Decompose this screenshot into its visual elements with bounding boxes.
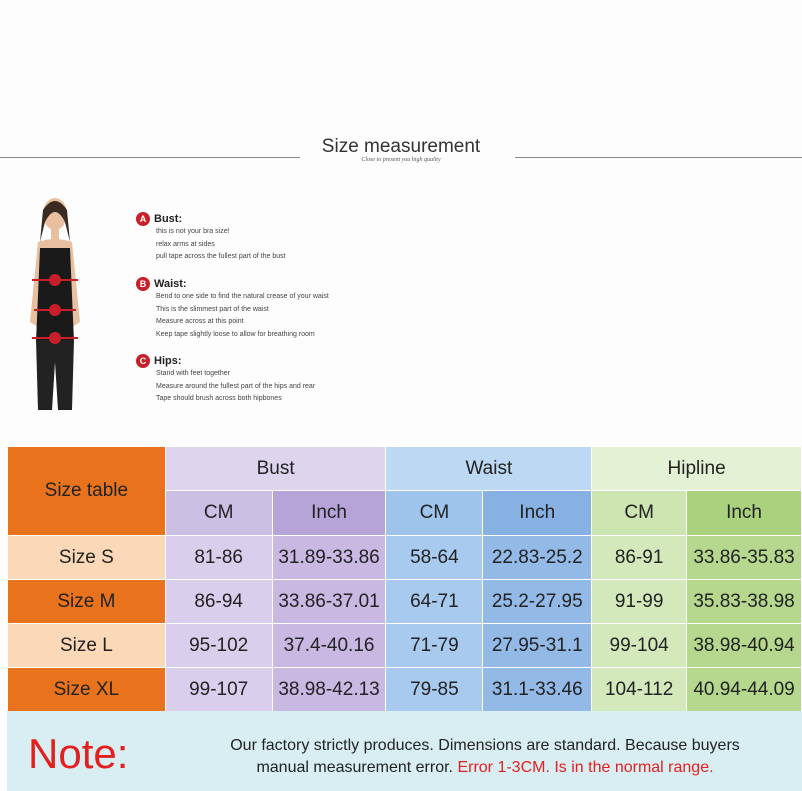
table-cell: 99-107 xyxy=(164,667,273,712)
table-row: Size XL 99-107 38.98-42.13 79-85 31.1-33.46 1… xyxy=(7,667,802,712)
page-subtitle: Close to present you high quality xyxy=(361,157,441,163)
guide-line: pull tape across the fullest part of the… xyxy=(156,253,286,260)
divider-right xyxy=(515,157,802,158)
unit-header: CM xyxy=(591,490,688,536)
table-cell: 91-99 xyxy=(591,579,688,624)
table-row: Size L 95-102 37.4-40.16 71-79 27.95-31.1 99-… xyxy=(7,623,802,668)
table-cell: 31.89-33.86 xyxy=(271,535,387,580)
table-cell: 81-86 xyxy=(164,535,273,580)
table-cell: 40.94-44.09 xyxy=(686,667,802,712)
table-cell: 33.86-37.01 xyxy=(271,579,387,624)
guide-line: Stand with feet together xyxy=(156,370,230,377)
table-cell: 99-104 xyxy=(591,623,688,668)
table-cell: 25.2-27.95 xyxy=(482,579,593,624)
size-table: Size table Bust Waist Hipline CM Inch CM… xyxy=(7,446,802,712)
table-cell: 27.95-31.1 xyxy=(482,623,593,668)
guide-title: Bust: xyxy=(154,213,183,225)
guide-line: This is the slimmest part of the waist xyxy=(156,305,269,313)
note-text: Our factory strictly produces. Dimension… xyxy=(170,735,800,779)
note-panel xyxy=(7,711,802,791)
size-label: Size L xyxy=(7,623,166,668)
guide-line: Keep tape slightly loose to allow for br… xyxy=(156,330,315,338)
guide-line: Tape should brush across both hipbones xyxy=(156,395,282,402)
guide-line: Measure around the fullest part of the h… xyxy=(156,382,316,390)
size-label: Size M xyxy=(7,579,166,624)
note-label: Note: xyxy=(28,730,129,777)
unit-header: Inch xyxy=(271,490,387,536)
guide-title: Waist: xyxy=(154,278,187,290)
badge-b-icon: B xyxy=(136,277,150,291)
model-figure-image xyxy=(30,198,80,410)
unit-header: Inch xyxy=(686,490,802,536)
table-cell: 86-91 xyxy=(591,535,688,580)
unit-header: Inch xyxy=(482,490,593,536)
group-header-hipline: Hipline xyxy=(591,446,802,491)
guide-line: Measure across at this point xyxy=(156,318,244,325)
page-title: Size measurement xyxy=(321,136,481,157)
unit-header: CM xyxy=(385,490,484,536)
guide-line: this is not your bra size! xyxy=(156,228,230,235)
table-cell: 31.1-33.46 xyxy=(482,667,593,712)
size-label: Size XL xyxy=(7,667,166,712)
size-table-corner: Size table xyxy=(7,446,166,536)
guide-bust: A Bust: this is not your bra size! relax a… xyxy=(136,212,286,264)
badge-c-icon: C xyxy=(136,354,150,368)
guide-waist: B Waist: Bend to one side to find the nat… xyxy=(136,277,329,341)
note-line-1: Our factory strictly produces. Dimension… xyxy=(230,737,740,754)
table-cell: 38.98-42.13 xyxy=(271,667,387,712)
table-cell: 79-85 xyxy=(385,667,484,712)
table-row: Size S 81-86 31.89-33.86 58-64 22.83-25.2 86-… xyxy=(7,535,802,580)
note-error-text: Error 1-3CM. Is in the normal range. xyxy=(457,759,714,776)
group-header-bust: Bust xyxy=(164,446,387,491)
guide-line: relax arms at sides xyxy=(156,240,215,248)
table-cell: 71-79 xyxy=(385,623,484,668)
guide-hips: C Hips: Stand with feet together Measure a… xyxy=(136,354,315,406)
table-cell: 22.83-25.2 xyxy=(482,535,593,580)
table-cell: 104-112 xyxy=(591,667,688,712)
table-cell: 95-102 xyxy=(164,623,273,668)
size-label: Size S xyxy=(7,535,166,580)
table-cell: 35.83-38.98 xyxy=(686,579,802,624)
divider-left xyxy=(0,157,300,158)
table-cell: 86-94 xyxy=(164,579,273,624)
table-cell: 37.4-40.16 xyxy=(271,623,387,668)
note-line-2: manual measurement error. xyxy=(256,759,453,776)
table-cell: 38.98-40.94 xyxy=(686,623,802,668)
table-cell: 64-71 xyxy=(385,579,484,624)
guide-title: Hips: xyxy=(154,355,182,367)
table-cell: 58-64 xyxy=(385,535,484,580)
unit-header: CM xyxy=(164,490,273,536)
group-header-waist: Waist xyxy=(385,446,593,491)
guide-line: Bend to one side to find the natural cre… xyxy=(156,293,329,300)
table-cell: 33.86-35.83 xyxy=(686,535,802,580)
badge-a-icon: A xyxy=(136,212,150,226)
table-row: Size M 86-94 33.86-37.01 64-71 25.2-27.95 91-… xyxy=(7,579,802,624)
